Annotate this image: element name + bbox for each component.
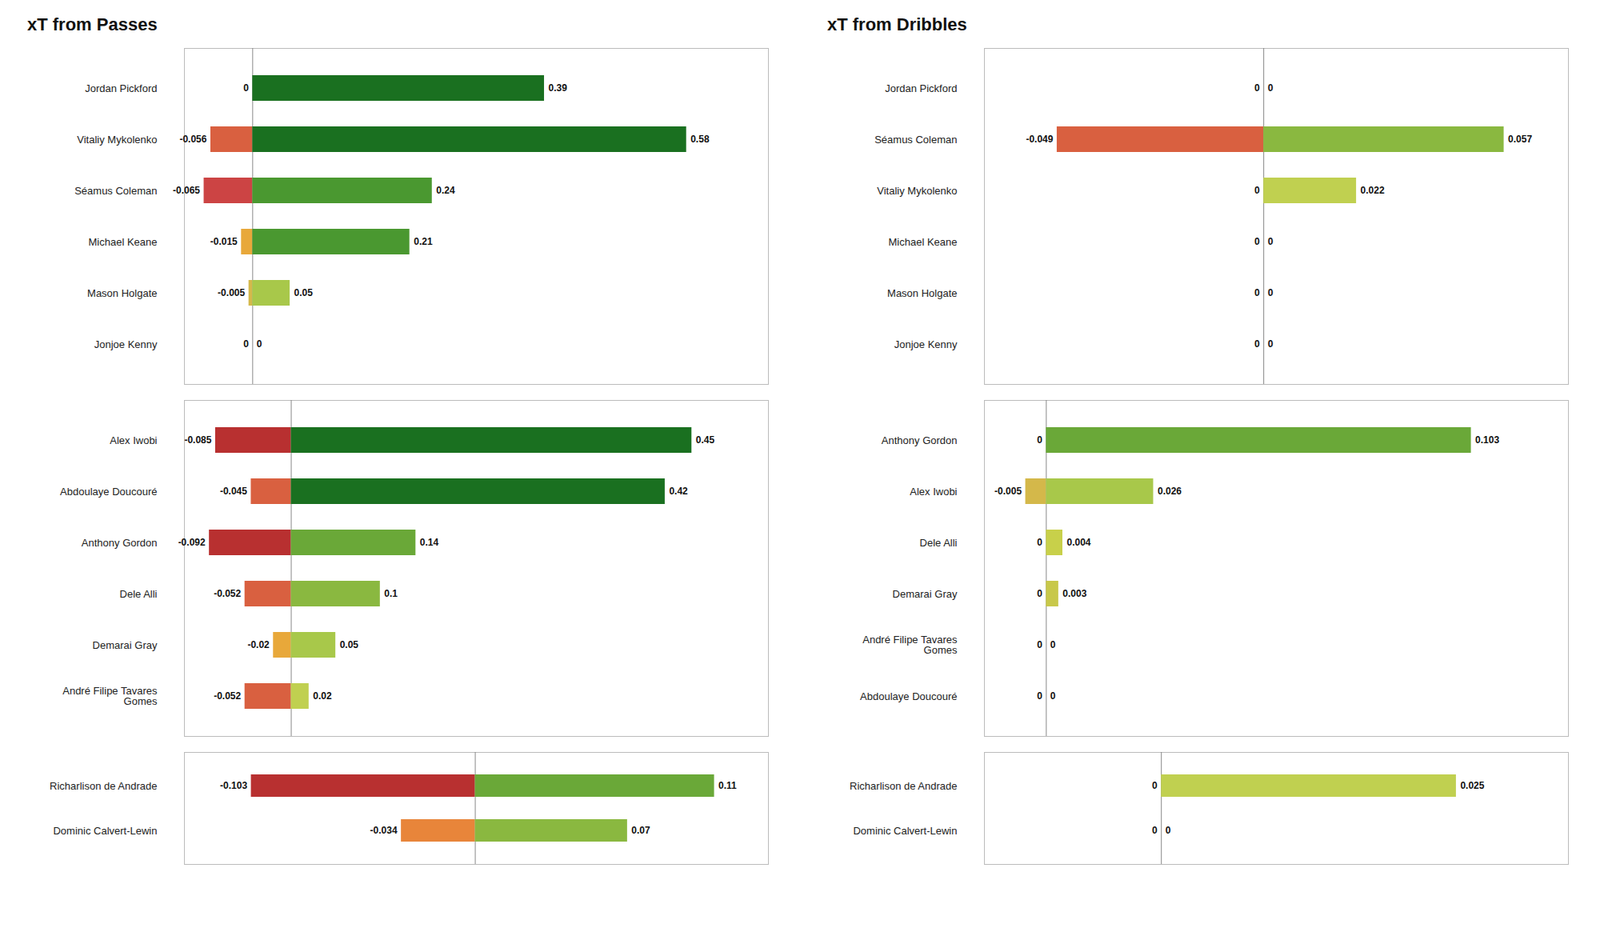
svg-text:Anthony Gordon: Anthony Gordon bbox=[81, 536, 158, 549]
svg-text:Séamus Coleman: Séamus Coleman bbox=[874, 133, 957, 146]
svg-text:-0.005: -0.005 bbox=[994, 485, 1022, 497]
svg-text:0: 0 bbox=[1036, 588, 1043, 600]
svg-text:Dominic Calvert-Lewin: Dominic Calvert-Lewin bbox=[52, 824, 157, 837]
svg-text:0.05: 0.05 bbox=[340, 639, 360, 651]
svg-text:Richarlison de Andrade: Richarlison de Andrade bbox=[49, 780, 157, 792]
svg-text:Abdoulaye Doucouré: Abdoulaye Doucouré bbox=[860, 690, 957, 703]
svg-text:Richarlison de Andrade: Richarlison de Andrade bbox=[849, 780, 957, 792]
svg-text:Dele Alli: Dele Alli bbox=[120, 588, 158, 600]
svg-text:-0.052: -0.052 bbox=[213, 690, 241, 702]
svg-text:0: 0 bbox=[1036, 536, 1043, 548]
svg-text:0: 0 bbox=[1268, 287, 1274, 299]
svg-text:Anthony Gordon: Anthony Gordon bbox=[881, 434, 958, 447]
svg-text:Alex Iwobi: Alex Iwobi bbox=[909, 485, 957, 498]
svg-text:0: 0 bbox=[1254, 338, 1260, 350]
svg-text:0.07: 0.07 bbox=[631, 824, 651, 836]
svg-text:0.14: 0.14 bbox=[420, 536, 440, 548]
svg-text:0: 0 bbox=[1254, 287, 1260, 299]
svg-text:0.42: 0.42 bbox=[668, 485, 688, 497]
svg-text:-0.034: -0.034 bbox=[370, 824, 398, 836]
svg-text:0.39: 0.39 bbox=[548, 82, 568, 94]
svg-text:Dele Alli: Dele Alli bbox=[920, 536, 958, 549]
svg-text:0.11: 0.11 bbox=[718, 780, 737, 792]
svg-text:0.022: 0.022 bbox=[1360, 184, 1385, 196]
svg-text:0.025: 0.025 bbox=[1460, 780, 1484, 792]
svg-text:0: 0 bbox=[1268, 236, 1274, 248]
svg-text:-0.085: -0.085 bbox=[184, 434, 212, 446]
html-text:xT from Dribbles: xT from Dribbles bbox=[827, 14, 968, 35]
svg-text:0: 0 bbox=[1268, 338, 1274, 350]
svg-text:0: 0 bbox=[1050, 639, 1056, 651]
svg-text:0: 0 bbox=[1152, 824, 1158, 836]
svg-text:Abdoulaye Doucouré: Abdoulaye Doucouré bbox=[60, 485, 157, 498]
svg-text:-0.015: -0.015 bbox=[210, 236, 238, 248]
svg-text:-0.056: -0.056 bbox=[179, 133, 207, 145]
svg-text:Mason Holgate: Mason Holgate bbox=[87, 287, 157, 300]
svg-text:0: 0 bbox=[1036, 690, 1043, 702]
svg-text:0: 0 bbox=[1268, 82, 1274, 94]
svg-text:André Filipe TavaresGomes: André Filipe TavaresGomes bbox=[862, 633, 958, 656]
html-text:xT from Passes: xT from Passes bbox=[27, 14, 158, 35]
svg-text:Michael Keane: Michael Keane bbox=[88, 236, 158, 248]
svg-text:-0.065: -0.065 bbox=[172, 184, 200, 196]
svg-text:Mason Holgate: Mason Holgate bbox=[887, 287, 957, 300]
svg-text:Vitaliy Mykolenko: Vitaliy Mykolenko bbox=[76, 133, 157, 146]
svg-text:Séamus Coleman: Séamus Coleman bbox=[74, 184, 157, 197]
svg-text:0: 0 bbox=[1254, 236, 1260, 248]
svg-text:Demarai Gray: Demarai Gray bbox=[92, 639, 158, 652]
svg-text:Jonjoe Kenny: Jonjoe Kenny bbox=[94, 338, 158, 351]
svg-text:André Filipe TavaresGomes: André Filipe TavaresGomes bbox=[62, 684, 158, 708]
svg-text:0: 0 bbox=[1050, 690, 1056, 702]
svg-text:Vitaliy Mykolenko: Vitaliy Mykolenko bbox=[876, 184, 957, 197]
svg-text:0.1: 0.1 bbox=[384, 588, 398, 600]
svg-text:0: 0 bbox=[256, 338, 263, 350]
svg-text:0.05: 0.05 bbox=[294, 287, 314, 299]
svg-text:Jordan Pickford: Jordan Pickford bbox=[884, 82, 957, 95]
svg-text:-0.052: -0.052 bbox=[213, 588, 241, 600]
svg-text:0.003: 0.003 bbox=[1062, 588, 1087, 600]
svg-text:-0.02: -0.02 bbox=[247, 639, 270, 651]
svg-text:0: 0 bbox=[1036, 639, 1043, 651]
svg-text:0.58: 0.58 bbox=[690, 133, 710, 145]
svg-text:0: 0 bbox=[243, 82, 249, 94]
svg-text:Dominic Calvert-Lewin: Dominic Calvert-Lewin bbox=[852, 824, 957, 837]
svg-text:Alex Iwobi: Alex Iwobi bbox=[109, 434, 157, 447]
svg-text:-0.092: -0.092 bbox=[178, 536, 206, 548]
svg-text:0.02: 0.02 bbox=[312, 690, 332, 702]
svg-text:0.026: 0.026 bbox=[1157, 485, 1182, 497]
svg-text:0.004: 0.004 bbox=[1066, 536, 1091, 548]
svg-text:0: 0 bbox=[243, 338, 249, 350]
svg-text:-0.103: -0.103 bbox=[220, 780, 248, 792]
svg-text:Michael Keane: Michael Keane bbox=[888, 236, 958, 248]
svg-text:0.45: 0.45 bbox=[696, 434, 716, 446]
svg-text:-0.049: -0.049 bbox=[1025, 133, 1053, 145]
svg-text:0: 0 bbox=[1036, 434, 1043, 446]
svg-text:-0.045: -0.045 bbox=[220, 485, 248, 497]
svg-text:0.057: 0.057 bbox=[1508, 133, 1532, 145]
svg-text:0.21: 0.21 bbox=[413, 236, 433, 248]
svg-text:0: 0 bbox=[1152, 780, 1158, 792]
svg-text:0: 0 bbox=[1165, 824, 1172, 836]
svg-text:0: 0 bbox=[1254, 184, 1260, 196]
svg-text:0.103: 0.103 bbox=[1475, 434, 1500, 446]
svg-text:0: 0 bbox=[1254, 82, 1260, 94]
svg-text:Jordan Pickford: Jordan Pickford bbox=[84, 82, 157, 95]
svg-text:-0.005: -0.005 bbox=[217, 287, 245, 299]
svg-text:Jonjoe Kenny: Jonjoe Kenny bbox=[894, 338, 958, 351]
svg-text:Demarai Gray: Demarai Gray bbox=[892, 588, 958, 600]
svg-text:0.24: 0.24 bbox=[436, 184, 456, 196]
